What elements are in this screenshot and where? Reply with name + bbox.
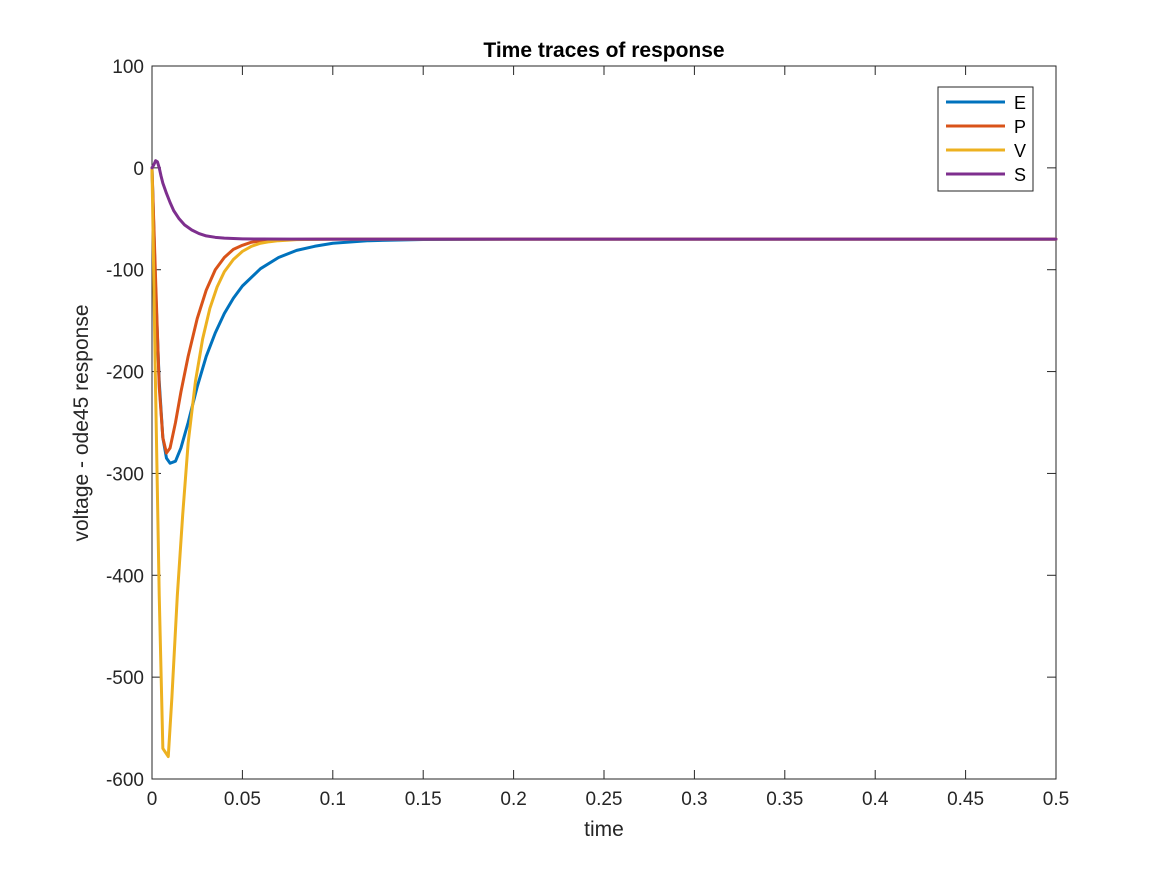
y-tick-label: 0 xyxy=(133,159,144,180)
y-tick-label: -200 xyxy=(106,363,144,384)
x-tick-label: 0.1 xyxy=(320,789,346,810)
y-tick-label: -300 xyxy=(106,464,144,485)
plot-area: 0 0.05 0.1 0.15 0.2 0.25 0.3 0.35 0.4 0.45 0.5 100 0… xyxy=(106,57,1069,810)
chart-title: Time traces of response xyxy=(483,39,724,62)
x-tick-label: 0.2 xyxy=(500,789,526,810)
legend-label-v: V xyxy=(1014,141,1026,161)
x-tick-label: 0.5 xyxy=(1043,789,1069,810)
x-tick-label: 0 xyxy=(147,789,158,810)
x-tick-label: 0.25 xyxy=(586,789,623,810)
x-tick-label: 0.35 xyxy=(766,789,803,810)
x-axis-label: time xyxy=(584,818,624,841)
y-tick-label: -400 xyxy=(106,566,144,587)
y-tick-label: 100 xyxy=(112,57,144,78)
x-tick-label: 0.4 xyxy=(862,789,889,810)
series-lines xyxy=(150,159,1058,759)
axes-box xyxy=(151,65,1057,780)
axis-ticks: 0 0.05 0.1 0.15 0.2 0.25 0.3 0.35 0.4 0.45 0.5 100 0… xyxy=(106,57,1069,810)
x-tick-label: 0.45 xyxy=(947,789,984,810)
y-tick-label: -100 xyxy=(106,261,144,282)
y-tick-label: -600 xyxy=(106,770,144,791)
series-line-s xyxy=(150,159,1058,241)
legend-label-p: P xyxy=(1014,117,1026,137)
legend-label-e: E xyxy=(1014,93,1026,113)
y-tick-label: -500 xyxy=(106,668,144,689)
x-tick-label: 0.3 xyxy=(681,789,707,810)
y-axis-label: voltage - ode45 response xyxy=(70,305,93,542)
x-tick-label: 0.05 xyxy=(224,789,261,810)
x-tick-label: 0.15 xyxy=(405,789,442,810)
legend-label-s: S xyxy=(1014,165,1026,185)
